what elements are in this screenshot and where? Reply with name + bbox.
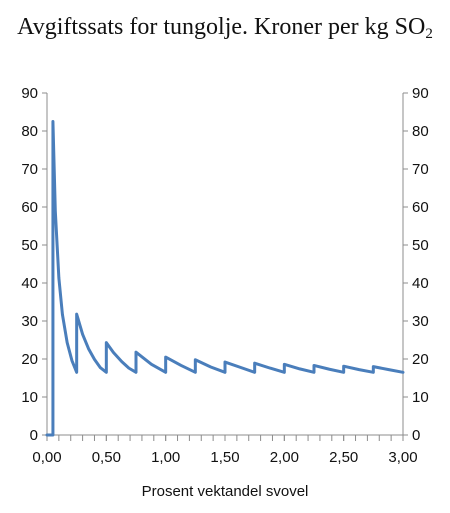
y-tick-label-right: 40: [412, 275, 429, 292]
y-tick-label-left: 10: [21, 389, 38, 406]
series-line: [45, 120, 405, 437]
x-tick-label: 0,00: [32, 449, 61, 466]
y-tick-label-left: 50: [21, 237, 38, 254]
x-tick-label: 1,00: [151, 449, 180, 466]
x-tick-label: 2,00: [270, 449, 299, 466]
y-tick-label-right: 0: [412, 427, 420, 444]
chart-title-subscript: 2: [425, 26, 433, 42]
y-tick-label-left: 20: [21, 351, 38, 368]
y-tick-label-left: 0: [30, 427, 38, 444]
chart-title-text: Avgiftssats for tungolje. Kroner per kg …: [17, 14, 426, 40]
x-tick-label: 0,50: [92, 449, 121, 466]
y-tick-label-right: 50: [412, 237, 429, 254]
x-tick-label: 1,50: [210, 449, 239, 466]
y-tick-label-left: 40: [21, 275, 38, 292]
chart-ticks: 0 0 10 10 20 20 30 30 40 40 50 50 60 60 70 70 80 80 90 90 0,…: [21, 85, 428, 466]
y-tick-label-right: 70: [412, 161, 429, 178]
y-tick-label-left: 70: [21, 161, 38, 178]
chart-axes: [46, 93, 404, 436]
y-tick-label-right: 60: [412, 199, 429, 216]
y-tick-label-left: 30: [21, 313, 38, 330]
chart-plot-area: [45, 120, 405, 437]
y-tick-label-right: 30: [412, 313, 429, 330]
y-tick-label-right: 20: [412, 351, 429, 368]
y-tick-label-left: 90: [21, 85, 38, 102]
chart-title: Avgiftssats for tungolje. Kroner per kg …: [0, 14, 450, 43]
y-tick-label-left: 60: [21, 199, 38, 216]
y-tick-label-right: 80: [412, 123, 429, 140]
y-tick-label-right: 90: [412, 85, 429, 102]
y-tick-label-left: 80: [21, 123, 38, 140]
x-tick-label: 3,00: [388, 449, 417, 466]
x-tick-label: 2,50: [329, 449, 358, 466]
y-tick-label-right: 10: [412, 389, 429, 406]
x-axis-label: Prosent vektandel svovel: [142, 483, 309, 500]
